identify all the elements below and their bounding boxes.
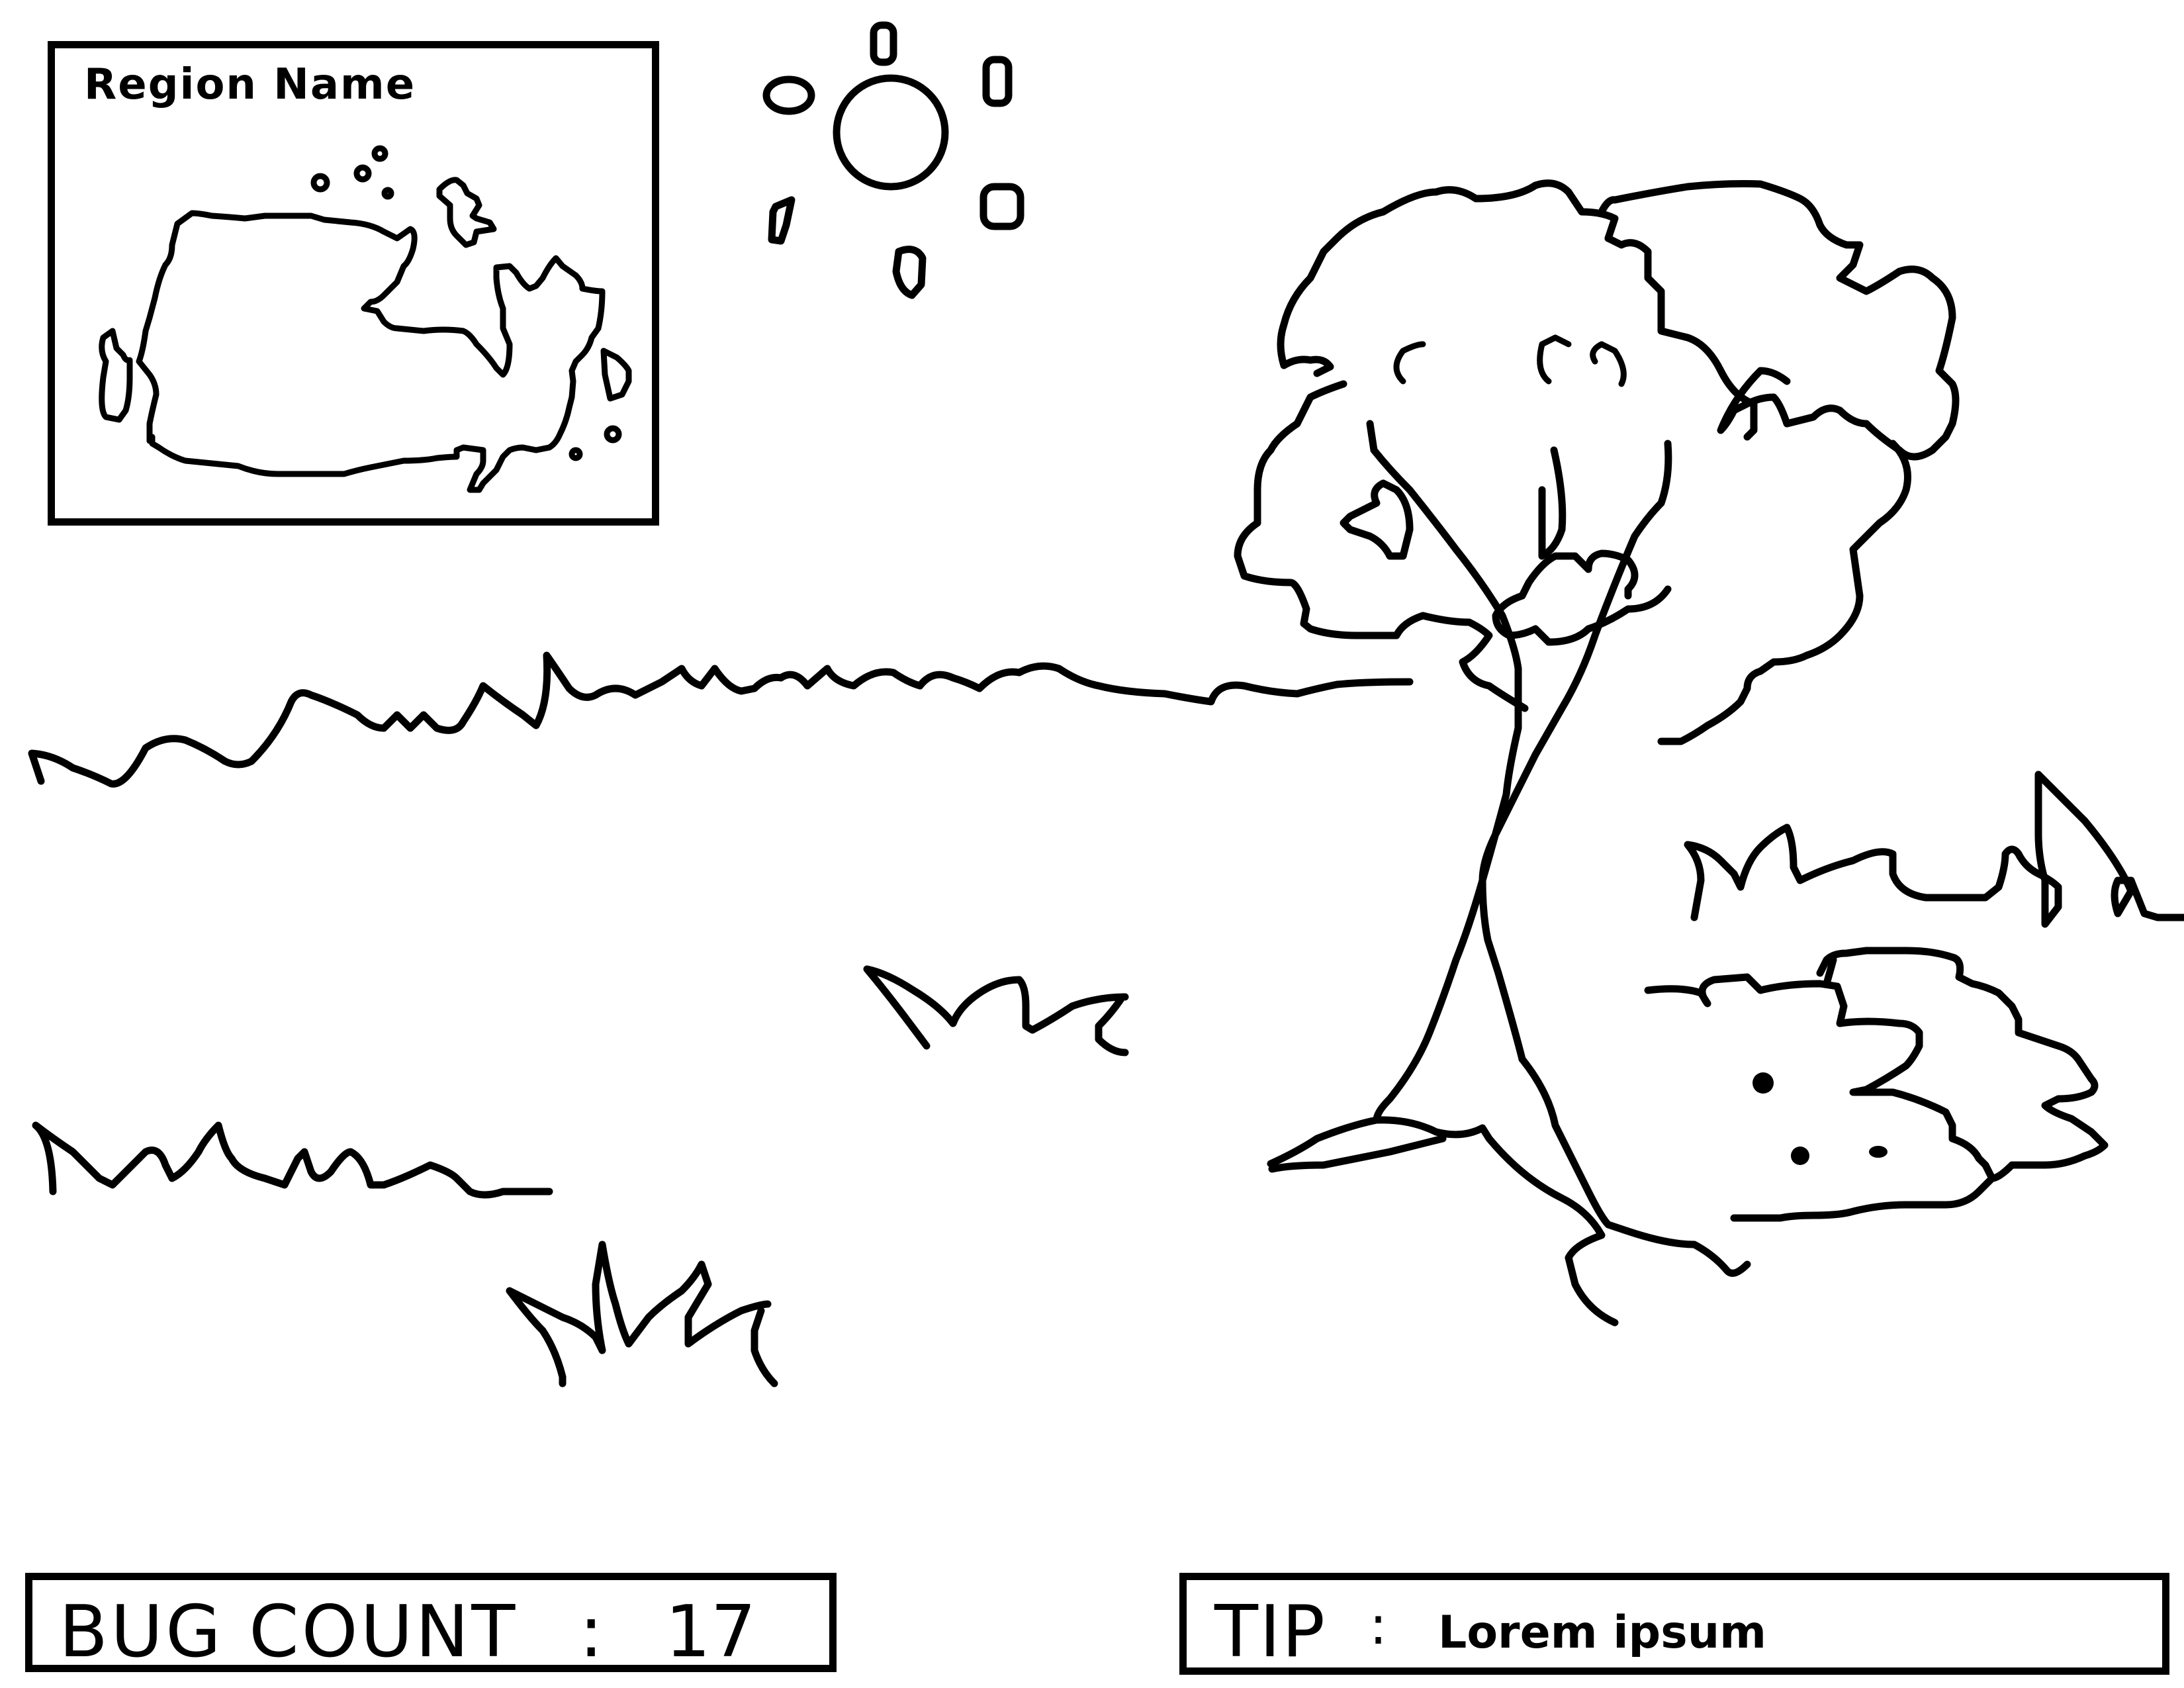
ground-horizon bbox=[28, 651, 1414, 788]
minimap-panel[interactable]: Region Name bbox=[48, 41, 659, 526]
bush-dot-icon bbox=[1791, 1147, 1809, 1165]
sun-icon bbox=[762, 21, 1024, 299]
region-name-label: Region Name bbox=[84, 60, 416, 109]
bush-dot-icon bbox=[1869, 1146, 1888, 1158]
tree bbox=[1234, 179, 1960, 1327]
tip-panel: TIP : Lorem ipsum bbox=[1179, 1573, 2169, 1675]
tip-separator: : bbox=[1369, 1595, 1387, 1656]
bug-count-value: 17 bbox=[665, 1591, 756, 1673]
bush bbox=[1644, 947, 2109, 1222]
bug-count-separator: : bbox=[579, 1591, 604, 1673]
tip-text: Lorem ipsum bbox=[1438, 1607, 1766, 1659]
canada-map-icon bbox=[99, 145, 632, 493]
bush-eye-icon bbox=[1752, 1072, 1774, 1094]
bug-count-panel: BUG COUNT : 17 bbox=[25, 1573, 837, 1673]
tip-label: TIP bbox=[1214, 1591, 1326, 1673]
grass-tufts bbox=[32, 771, 2184, 1387]
bug-count-label: BUG COUNT bbox=[59, 1591, 518, 1673]
